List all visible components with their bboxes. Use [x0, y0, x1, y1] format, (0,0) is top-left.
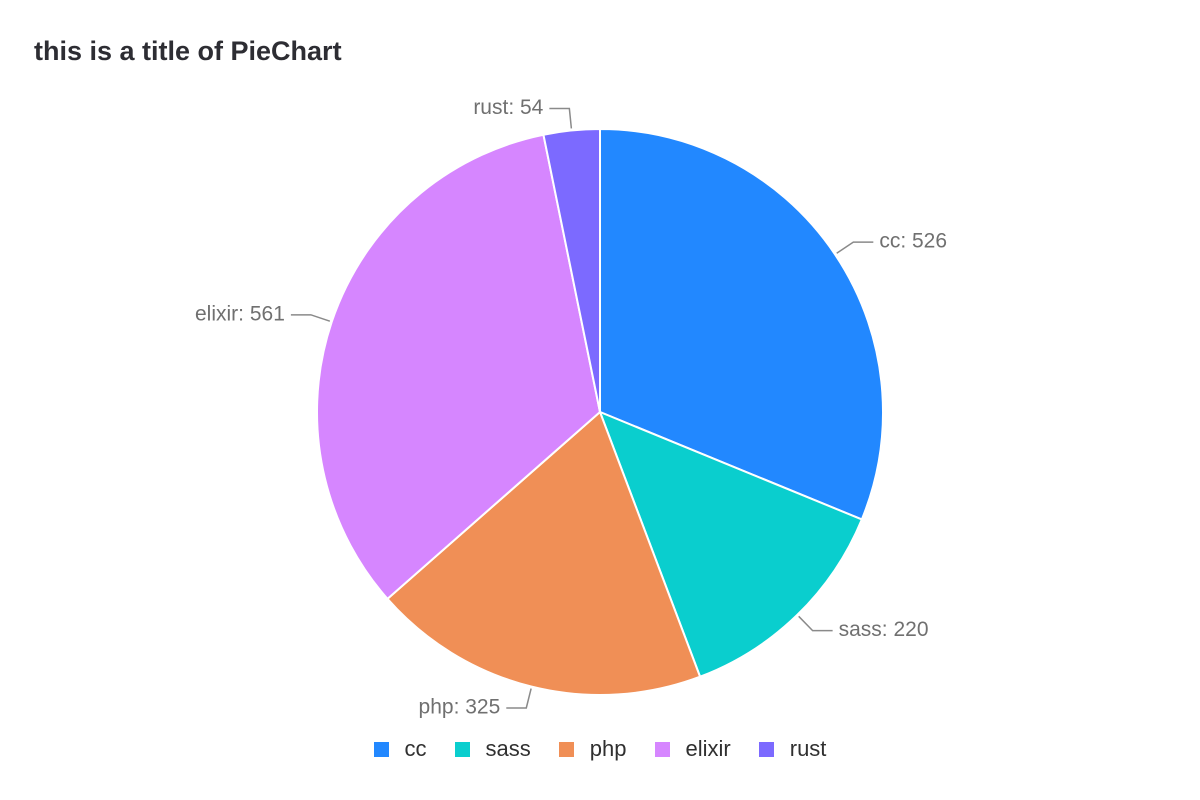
pie-slice-cc[interactable] [599, 128, 884, 521]
slice-label-rust: rust: 54 [473, 96, 543, 119]
legend-swatch-rust [758, 741, 774, 757]
legend-item-sass[interactable]: sass [454, 736, 531, 762]
pie-slice-rust[interactable] [542, 128, 601, 413]
legend-item-cc[interactable]: cc [373, 736, 427, 762]
legend-label-rust: rust [789, 736, 827, 761]
legend-label-sass: sass [485, 736, 531, 761]
leader-line-php [506, 688, 532, 709]
pie-slice-sass[interactable] [599, 411, 863, 678]
legend-label-cc: cc [404, 736, 427, 761]
pie-slice-php[interactable] [386, 411, 702, 696]
chart-legend: cc sass php elixir rust [0, 736, 1200, 762]
leader-line-sass [798, 615, 833, 632]
legend-label-php: php [589, 736, 627, 761]
slice-label-elixir: elixir: 561 [195, 302, 285, 325]
slice-label-sass: sass: 220 [839, 618, 929, 641]
legend-swatch-elixir [654, 741, 670, 757]
legend-item-elixir[interactable]: elixir [654, 736, 731, 762]
pie-slices [316, 128, 884, 696]
legend-item-php[interactable]: php [558, 736, 627, 762]
leader-line-cc [836, 241, 874, 254]
pie-slice-elixir[interactable] [316, 133, 601, 600]
legend-label-elixir: elixir [685, 736, 731, 761]
pie-labels: cc: 526 sass: 220 php: 325 elixir: 561 rust:… [195, 96, 947, 718]
legend-swatch-php [558, 741, 574, 757]
legend-swatch-sass [454, 741, 470, 757]
leader-line-elixir [290, 314, 331, 322]
slice-label-cc: cc: 526 [879, 230, 947, 253]
slice-label-php: php: 325 [419, 696, 501, 719]
chart-title: this is a title of PieChart [34, 36, 342, 66]
legend-item-rust[interactable]: rust [758, 736, 827, 762]
legend-swatch-cc [373, 741, 389, 757]
leader-line-rust [549, 107, 573, 129]
